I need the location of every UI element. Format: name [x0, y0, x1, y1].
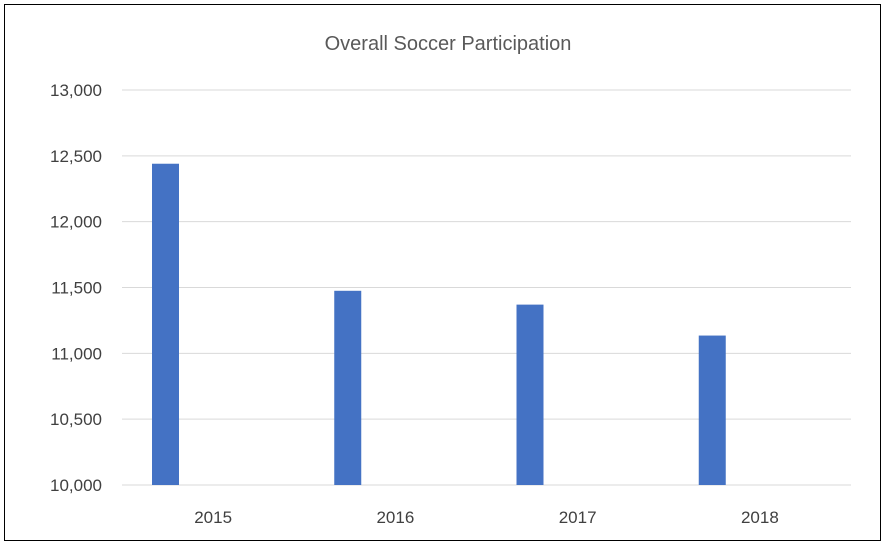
bars — [152, 163, 726, 485]
chart-frame — [4, 4, 881, 541]
bar-2015 — [152, 163, 179, 485]
bar-2017 — [516, 304, 544, 485]
gridlines — [122, 89, 851, 486]
x-tick-label: 2018 — [741, 508, 779, 527]
chart-title: Overall Soccer Participation — [325, 33, 572, 55]
y-tick-label: 12,500 — [50, 147, 102, 166]
x-tick-label: 2015 — [194, 508, 232, 527]
y-tick-label: 11,500 — [51, 279, 102, 298]
y-tick-label: 10,000 — [50, 476, 102, 495]
bar-2018 — [698, 335, 726, 485]
x-axis-ticks: 2015 2016 2017 2018 — [194, 508, 779, 527]
x-tick-label: 2016 — [376, 508, 414, 527]
y-tick-label: 13,000 — [50, 81, 102, 100]
bar-2016 — [334, 290, 362, 485]
y-axis-ticks: 10,000 10,500 11,000 11,500 12,000 12,500 13,0… — [50, 81, 102, 495]
y-tick-label: 10,500 — [50, 410, 102, 429]
x-tick-label: 2017 — [559, 508, 597, 527]
y-tick-label: 12,000 — [50, 213, 102, 232]
y-tick-label: 11,000 — [51, 344, 102, 363]
